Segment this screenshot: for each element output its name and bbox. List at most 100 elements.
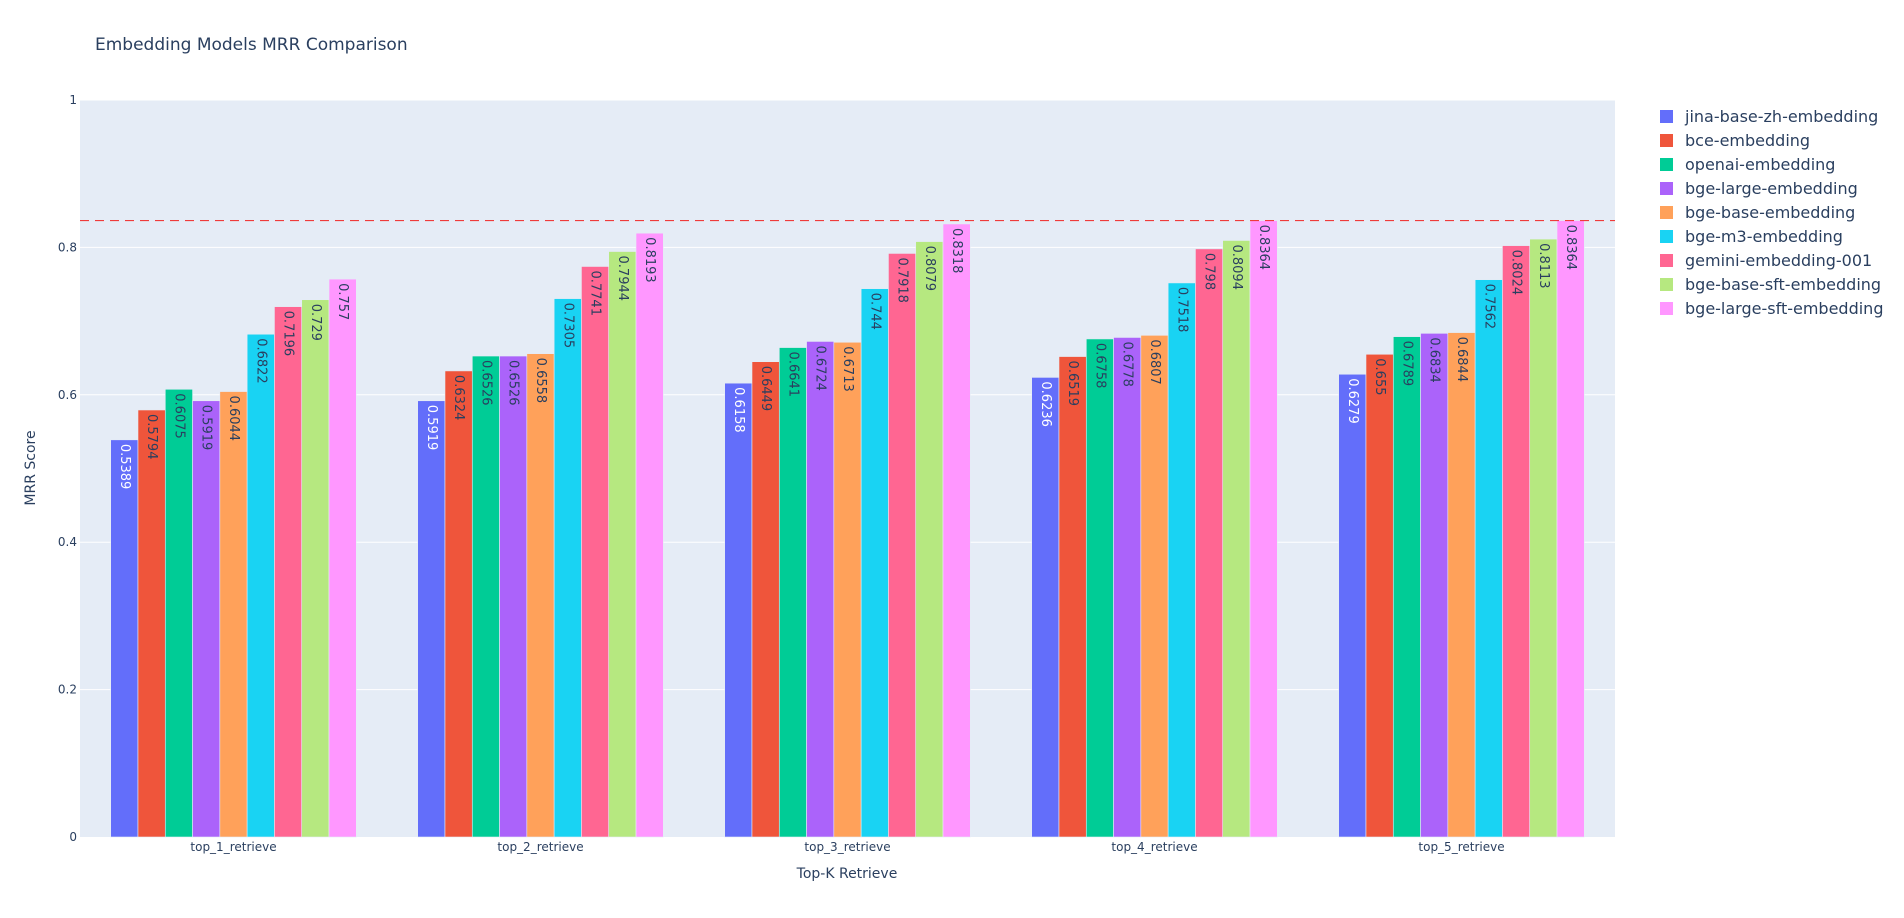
bar [833, 341, 862, 838]
legend-swatch [1660, 110, 1673, 123]
bar [1365, 353, 1394, 838]
bar-value-label: 0.6807 [1147, 339, 1162, 385]
bar [1556, 220, 1585, 838]
legend-label: bge-m3-embedding [1685, 227, 1843, 246]
bar [1529, 238, 1558, 838]
bar-value-label: 0.7918 [895, 257, 910, 303]
bar-value-label: 0.6158 [731, 387, 746, 433]
legend-label: bge-large-sft-embedding [1685, 299, 1883, 318]
y-tick-label: 0.2 [58, 683, 77, 697]
bar-value-label: 0.6236 [1038, 381, 1053, 427]
y-tick-label: 1 [69, 93, 77, 107]
bar-value-label: 0.8113 [1536, 243, 1551, 289]
bar-value-label: 0.798 [1202, 253, 1217, 290]
x-axis-ticks: top_1_retrieve top_2_retrieve top_3_retrie… [190, 840, 1504, 854]
bar-value-label: 0.729 [308, 304, 323, 341]
bar [219, 391, 248, 838]
bar-value-label: 0.6558 [533, 358, 548, 404]
bar-value-label: 0.7562 [1481, 284, 1496, 330]
bars [110, 220, 1585, 838]
bar-value-label: 0.7741 [588, 270, 603, 316]
bar [608, 251, 637, 838]
bar-value-label: 0.5919 [424, 405, 439, 451]
legend-label: gemini-embedding-001 [1685, 251, 1872, 270]
legend-label: bge-large-embedding [1685, 179, 1858, 198]
bar [778, 347, 807, 838]
bar [499, 355, 528, 838]
bar [1420, 333, 1449, 838]
bar-value-label: 0.8193 [642, 237, 657, 283]
bar [192, 400, 221, 838]
legend-label: openai-embedding [1685, 155, 1835, 174]
bar-labels: 0.5389 0.5794 0.6075 0.5919 0.6044 0.6822 0.71… [117, 225, 1578, 490]
bar-value-label: 0.7196 [281, 311, 296, 357]
bar [1140, 335, 1169, 838]
bar [1502, 245, 1531, 838]
legend-swatch [1660, 278, 1673, 291]
bar-value-label: 0.5794 [144, 414, 159, 460]
bar [1249, 220, 1278, 838]
bar [1195, 248, 1224, 838]
bar [110, 439, 139, 838]
bar [724, 382, 753, 838]
bar-value-label: 0.6044 [226, 396, 241, 442]
y-tick-label: 0.6 [58, 388, 77, 402]
bar-value-label: 0.7305 [560, 303, 575, 349]
bar [635, 232, 664, 838]
bar [471, 355, 500, 838]
legend-label: bge-base-embedding [1685, 203, 1855, 222]
bar-value-label: 0.7518 [1174, 287, 1189, 333]
bar [1085, 338, 1114, 838]
bar [915, 241, 944, 838]
x-tick-label: top_1_retrieve [190, 840, 276, 854]
bar-value-label: 0.6526 [478, 360, 493, 406]
bar [1392, 336, 1421, 838]
bar-value-label: 0.6789 [1399, 341, 1414, 387]
bar [581, 266, 610, 838]
bar [1338, 373, 1367, 838]
bar [1167, 282, 1196, 838]
bar [751, 361, 780, 838]
bar [1031, 377, 1060, 838]
bar [246, 333, 275, 838]
bar [301, 299, 330, 838]
bar [1474, 279, 1503, 838]
bar [417, 400, 446, 838]
bar-value-label: 0.8364 [1563, 225, 1578, 270]
bar-value-label: 0.5919 [199, 405, 214, 451]
x-tick-label: top_4_retrieve [1111, 840, 1197, 854]
bar-value-label: 0.6834 [1427, 337, 1442, 383]
bar-value-label: 0.8094 [1229, 244, 1244, 290]
bar-value-label: 0.6075 [171, 393, 186, 439]
legend-swatch [1660, 134, 1673, 147]
bar-value-label: 0.6758 [1092, 343, 1107, 389]
bar [137, 409, 166, 838]
bar [553, 298, 582, 838]
chart-title: Embedding Models MRR Comparison [95, 35, 408, 55]
y-tick-label: 0.4 [58, 535, 77, 549]
bar-value-label: 0.6279 [1345, 378, 1360, 424]
legend-swatch [1660, 206, 1673, 219]
bar [328, 278, 357, 838]
bar-value-label: 0.757 [335, 283, 350, 320]
x-tick-label: top_2_retrieve [497, 840, 583, 854]
bar [1447, 332, 1476, 838]
bar [1058, 356, 1087, 838]
x-tick-label: top_5_retrieve [1418, 840, 1504, 854]
bar [444, 370, 473, 838]
bar-value-label: 0.6641 [785, 352, 800, 398]
bar-value-label: 0.744 [867, 293, 882, 330]
bar-value-label: 0.8364 [1256, 225, 1271, 270]
bar [1222, 240, 1251, 838]
legend-label: jina-base-zh-embedding [1684, 107, 1878, 126]
y-tick-label: 0.8 [58, 240, 77, 254]
bar-value-label: 0.6713 [840, 346, 855, 392]
x-tick-label: top_3_retrieve [804, 840, 890, 854]
bar-value-label: 0.6844 [1454, 337, 1469, 383]
bar [806, 341, 835, 838]
bar-value-label: 0.6519 [1065, 361, 1080, 407]
y-axis-ticks: 0 0.2 0.4 0.6 0.8 1 [58, 93, 77, 844]
bar-value-label: 0.6449 [758, 366, 773, 412]
y-axis-title: MRR Score [23, 430, 39, 505]
